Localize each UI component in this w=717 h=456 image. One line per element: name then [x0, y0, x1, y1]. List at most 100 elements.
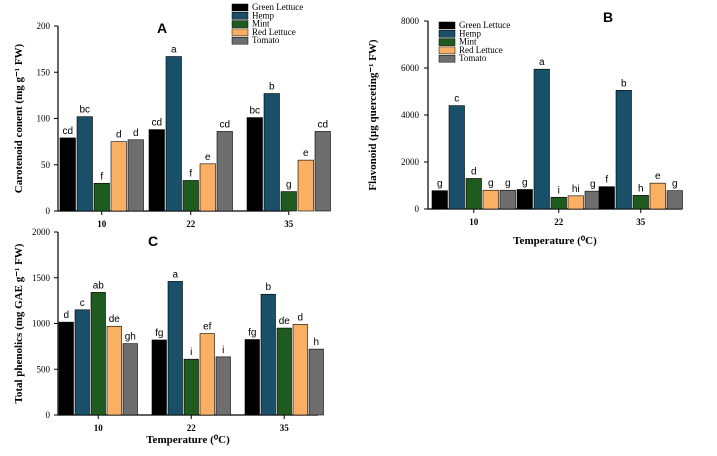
bar — [465, 178, 482, 210]
bar — [297, 159, 314, 212]
bar-letter-label: g — [522, 177, 528, 188]
bar — [516, 189, 533, 210]
bar — [148, 129, 165, 212]
legend-label: Mint — [252, 19, 270, 29]
bar — [632, 195, 649, 210]
legend-swatch — [231, 3, 249, 12]
bar-letter-label: fg — [248, 328, 256, 339]
bar — [59, 137, 76, 212]
x-tick-label: 35 — [284, 219, 294, 229]
legend-swatch — [438, 21, 456, 30]
y-tick-label: 100 — [37, 114, 51, 124]
bar — [533, 68, 550, 210]
bar-letter-label: d — [471, 166, 477, 177]
bar-letter-label: fg — [155, 328, 163, 339]
bar-letter-label: i — [222, 345, 224, 356]
bar-letter-label: h — [313, 337, 319, 348]
bar — [263, 93, 280, 212]
bar-letter-label: i — [558, 185, 560, 196]
bar-letter-label: cd — [151, 118, 162, 129]
bar-letter-label: c — [454, 94, 459, 105]
chart-panel-b: 0 2000 4000 6000 8000 Flavonoid (µg quercetin… — [367, 9, 683, 247]
x-axis-label: Temperature (⁰C) — [513, 235, 597, 247]
bar-letter-label: b — [269, 82, 275, 93]
bar-letter-label: e — [205, 152, 211, 163]
bar-letter-label: d — [133, 128, 139, 139]
y-tick-label: 1500 — [32, 273, 51, 283]
bar — [93, 182, 110, 212]
bar — [308, 348, 324, 416]
y-axis-label: Total phenolics (mg GAE g⁻¹ FW) — [13, 243, 25, 403]
bar — [106, 325, 122, 416]
bar — [199, 333, 215, 416]
y-tick-label: 150 — [37, 67, 51, 77]
y-tick-label: 8000 — [401, 16, 420, 26]
x-axis-label: Temperature (⁰C) — [146, 434, 230, 446]
bar — [151, 339, 167, 416]
y-tick-label: 200 — [37, 21, 51, 31]
legend-label: Mint — [459, 37, 477, 47]
bar — [615, 90, 632, 210]
bar-letter-label: d — [116, 130, 122, 141]
bar-letter-label: f — [189, 168, 192, 179]
y-tick-label: 0 — [415, 204, 420, 214]
bar-letter-label: bc — [79, 105, 90, 116]
chart-panel-a: 0 50 100 150 200 Carotenoid conent (mg g⁻¹ FW… — [13, 2, 331, 229]
legend-swatch — [231, 20, 249, 28]
bar — [567, 195, 584, 210]
bar — [666, 190, 683, 210]
x-tick-label: 22 — [554, 217, 564, 227]
bar-letter-label: g — [590, 179, 596, 190]
bar-letter-label: c — [80, 298, 85, 309]
legend-swatch — [438, 38, 456, 46]
bar — [216, 131, 233, 212]
legend-swatch — [438, 54, 456, 63]
bar — [314, 131, 331, 212]
chart-panel-c: 0 500 1000 1500 2000 Total phenolics (mg GAE … — [13, 227, 324, 446]
x-tick-label: 10 — [97, 219, 107, 229]
bar-letter-label: e — [303, 148, 309, 159]
bar — [244, 339, 260, 416]
bar-letter-label: a — [172, 269, 178, 280]
legend-label: Hemp — [459, 28, 481, 38]
bar-letter-label: g — [488, 178, 494, 189]
bar — [90, 292, 106, 416]
bar-letter-label: g — [286, 180, 292, 191]
bar-letter-label: b — [265, 282, 271, 293]
bar-letter-label: b — [621, 78, 627, 89]
legend-swatch — [231, 12, 249, 20]
bar — [74, 309, 90, 416]
bar-letter-label: bc — [249, 106, 260, 117]
bar — [276, 327, 292, 416]
panel-label: A — [157, 20, 167, 36]
y-tick-label: 2000 — [32, 227, 51, 237]
legend-swatch — [438, 30, 456, 38]
x-tick-label: 10 — [469, 217, 479, 227]
y-tick-label: 1000 — [32, 319, 51, 329]
y-axis-label: Flavonoid (µg querceting⁻¹ FW) — [367, 39, 379, 191]
legend-label: Red Lettuce — [252, 27, 296, 37]
bar-letter-label: d — [63, 310, 69, 321]
bar-letter-label: f — [100, 171, 103, 182]
bar — [482, 189, 499, 210]
panel-label: B — [603, 9, 613, 25]
bar-letter-label: a — [539, 57, 545, 68]
y-tick-label: 0 — [46, 206, 51, 216]
bar-letter-label: gh — [125, 332, 136, 343]
x-tick-label: 35 — [636, 217, 646, 227]
bar — [431, 190, 448, 210]
bar-letter-label: h — [638, 183, 644, 194]
bar — [58, 321, 74, 416]
bar-letter-label: g — [505, 178, 511, 189]
bar — [165, 56, 182, 212]
bar — [127, 139, 144, 212]
bar-letter-label: g — [437, 179, 443, 190]
bar-letter-label: hi — [572, 184, 580, 195]
y-tick-label: 50 — [41, 160, 51, 170]
bar — [260, 293, 276, 416]
y-tick-label: 500 — [37, 364, 51, 374]
x-tick-label: 10 — [94, 423, 104, 433]
bar-letter-label: cd — [62, 126, 73, 137]
